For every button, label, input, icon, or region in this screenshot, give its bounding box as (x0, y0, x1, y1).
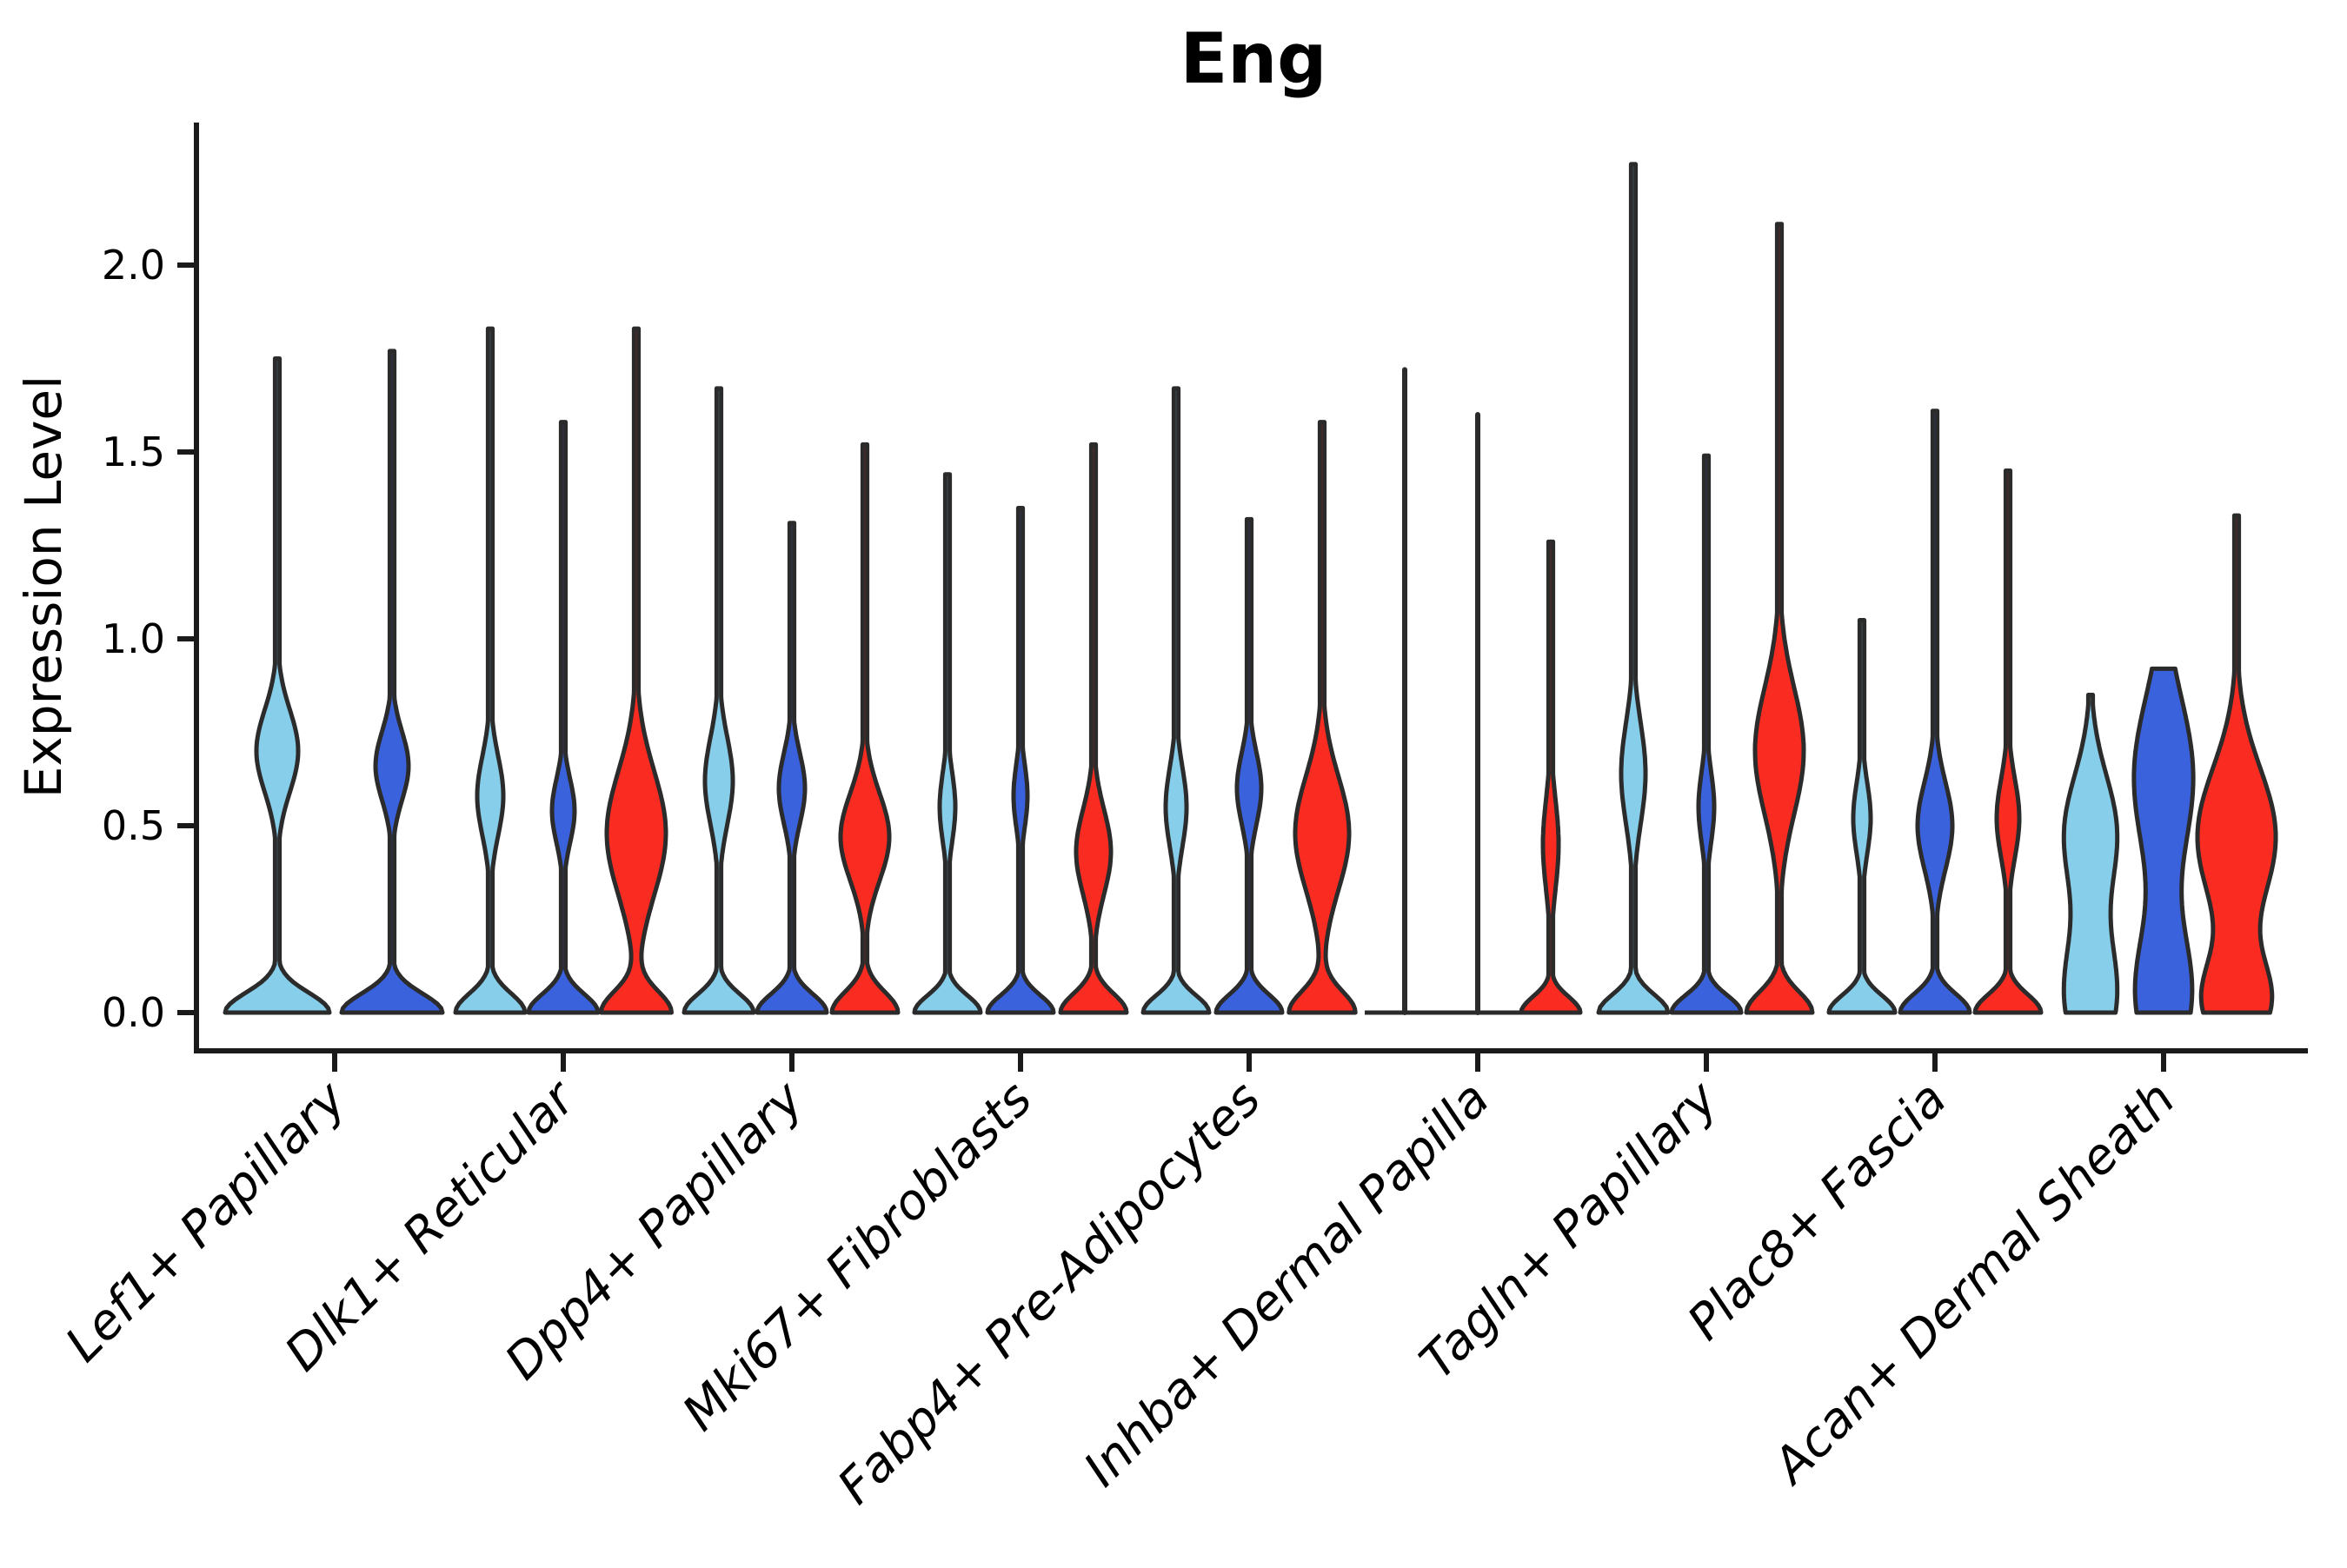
violin-red-Fabp4+ Pre-Adipocytes (1287, 420, 1358, 1015)
violin-dark_blue-Dlk1+ Reticular (526, 420, 601, 1015)
violin-light_blue-Dlk1+ Reticular (453, 326, 528, 1015)
violins-layer (223, 162, 2278, 1015)
y-tick-label: 1.0 (102, 615, 165, 662)
violin-dark_blue-Dpp4+ Papillary (755, 521, 829, 1015)
x-tick-label: Inhba+ Dermal Papilla (1074, 1071, 1500, 1498)
violin-red-Dlk1+ Reticular (599, 326, 674, 1015)
violin-dark_blue-Lef1+ Papillary (339, 349, 445, 1015)
violin-dark_blue-Tagln+ Papillary (1669, 453, 1744, 1015)
violin-light_blue-Dpp4+ Papillary (681, 386, 756, 1015)
y-tick-label: 1.5 (102, 429, 165, 475)
violin-red-Tagln+ Papillary (1744, 222, 1815, 1015)
violin-dark_blue-Mki67+ Fibroblasts (985, 506, 1056, 1015)
y-tick-label: 0.0 (102, 989, 165, 1036)
x-tick-label: Fabp4+ Pre-Adipocytes (828, 1071, 1272, 1515)
violin-light_blue-Tagln+ Papillary (1596, 162, 1671, 1015)
violin-dark_blue-Fabp4+ Pre-Adipocytes (1213, 516, 1285, 1015)
violin-light_blue-Plac8+ Fascia (1826, 618, 1898, 1015)
violin-light_blue-Lef1+ Papillary (223, 356, 332, 1015)
y-axis-label: Expression Level (14, 375, 73, 798)
chart-title: Eng (1180, 18, 1327, 99)
violin-light_blue-Acan+ Dermal Sheath (2061, 693, 2120, 1015)
y-tick-label: 2.0 (102, 242, 165, 289)
violin-red-Acan+ Dermal Sheath (2195, 513, 2278, 1015)
violin-red-Inhba+ Dermal Papilla (1519, 539, 1583, 1015)
violin-red-Plac8+ Fascia (1972, 468, 2044, 1015)
violin-dark_blue-Acan+ Dermal Sheath (2131, 666, 2196, 1015)
violin-red-Mki67+ Fibroblasts (1058, 442, 1129, 1015)
violin-red-Dpp4+ Papillary (829, 442, 901, 1015)
violin-dark_blue-Plac8+ Fascia (1898, 409, 1972, 1015)
y-tick-label: 0.5 (102, 802, 165, 849)
x-tick-label: Acan+ Dermal Sheath (1761, 1071, 2186, 1496)
violin-light_blue-Mki67+ Fibroblasts (912, 472, 983, 1015)
violin-light_blue-Fabp4+ Pre-Adipocytes (1140, 386, 1212, 1015)
